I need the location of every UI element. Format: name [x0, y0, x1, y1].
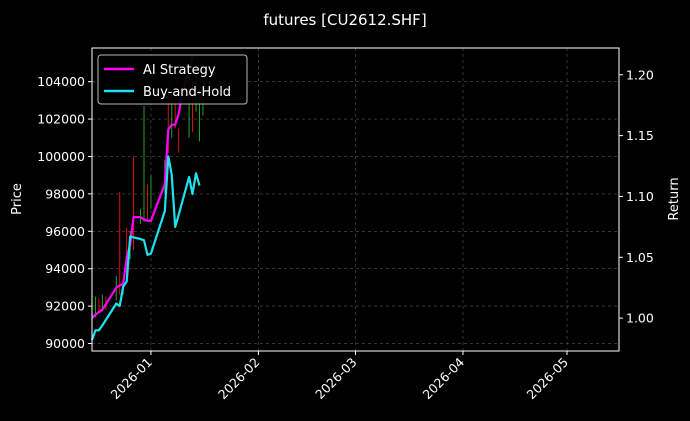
x-axis: 2026-01 2026-02 2026-03 2026-04 2026-05: [108, 351, 572, 403]
x-tick-label: 2026-01: [108, 355, 156, 403]
y2-tick-label: 1.20: [626, 67, 654, 82]
y-tick-label: 94000: [45, 261, 85, 276]
y-axis-left: 90000 92000 94000 96000 98000 100000 102000 104…: [37, 74, 92, 351]
y2-tick-label: 1.05: [626, 250, 654, 265]
legend-box: [97, 54, 248, 105]
y2-tick-label: 1.15: [626, 128, 654, 143]
y-axis-right: 1.00 1.05 1.10 1.15 1.20: [619, 67, 654, 326]
y-tick-label: 98000: [45, 186, 85, 201]
y-tick-label: 90000: [45, 336, 85, 351]
y-tick-label: 102000: [37, 112, 85, 127]
y-tick-label: 92000: [45, 299, 85, 314]
candlesticks: [91, 68, 204, 325]
y2-tick-label: 1.00: [626, 311, 654, 326]
y2-axis-label: Return: [667, 177, 682, 220]
x-tick-label: 2026-04: [420, 354, 468, 402]
x-tick-label: 2026-03: [312, 355, 360, 403]
y-tick-label: 100000: [37, 149, 85, 164]
legend-label-ai-strategy: AI Strategy: [143, 63, 216, 78]
chart-title: futures [CU2612.SHF]: [263, 11, 426, 29]
grid: [92, 48, 619, 351]
series-lines: [90, 56, 201, 341]
legend: AI Strategy Buy-and-Hold: [97, 54, 248, 105]
series-line-ai-strategy: [91, 56, 194, 319]
y-tick-label: 104000: [37, 74, 85, 89]
series-line-buy-and-hold: [90, 155, 201, 341]
y-tick-label: 96000: [45, 224, 85, 239]
legend-label-buy-and-hold: Buy-and-Hold: [143, 85, 231, 100]
y2-tick-label: 1.10: [626, 189, 654, 204]
y-axis-label: Price: [10, 183, 25, 215]
x-tick-label: 2026-05: [524, 355, 572, 403]
x-tick-label: 2026-02: [215, 355, 263, 403]
